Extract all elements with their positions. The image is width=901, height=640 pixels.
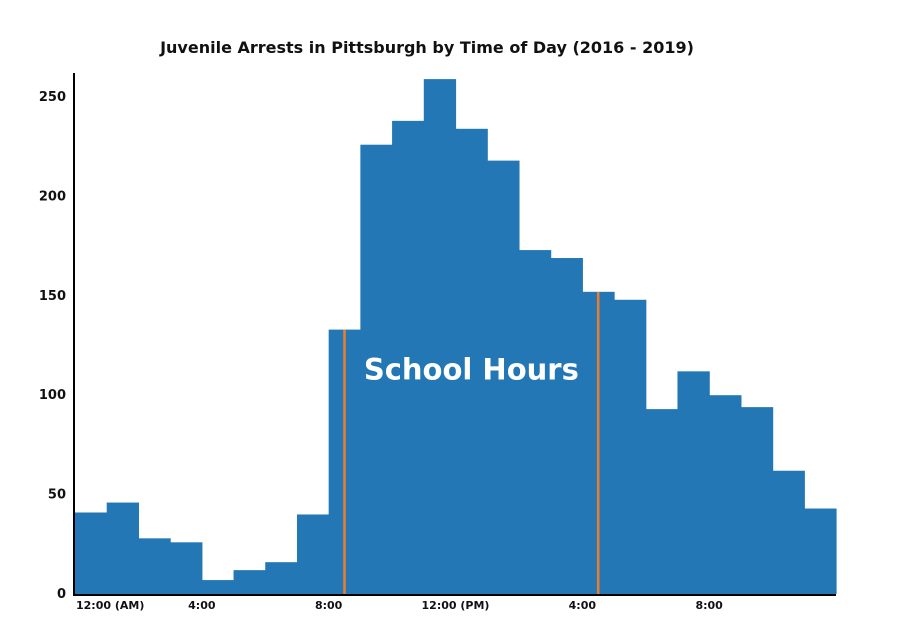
bar-hour-3 — [170, 542, 203, 594]
chart-title: Juvenile Arrests in Pittsburgh by Time o… — [159, 38, 694, 57]
y-tick-200: 200 — [39, 189, 66, 204]
bar-hour-21 — [740, 407, 774, 594]
bar-hour-12 — [455, 128, 488, 594]
x-tick-labels: 12:00 (AM) 4:00 8:00 12:00 (PM) 4:00 8:00 — [76, 599, 723, 612]
bars-group — [75, 79, 837, 595]
x-tick-hour-8: 8:00 — [315, 599, 343, 612]
y-tick-250: 250 — [39, 90, 66, 105]
bar-hour-23 — [804, 508, 837, 594]
bar-hour-15 — [550, 258, 583, 594]
bar-hour-6 — [265, 562, 298, 594]
bar-hour-2 — [138, 538, 171, 594]
bar-hour-19 — [677, 371, 710, 594]
bar-hour-17 — [614, 299, 647, 594]
y-tick-150: 150 — [39, 289, 66, 304]
bar-hour-1 — [106, 502, 140, 594]
bar-hour-14 — [518, 250, 552, 594]
y-tick-labels: 0 50 100 150 200 250 — [39, 90, 66, 602]
x-tick-hour-4: 4:00 — [188, 599, 216, 612]
bar-hour-7 — [296, 514, 330, 594]
bar-hour-13 — [487, 160, 520, 594]
bar-hour-10 — [392, 120, 425, 595]
school-hours-markers — [343, 291, 600, 594]
x-tick-hour-0: 12:00 (AM) — [76, 599, 144, 612]
bar-hour-0 — [75, 512, 108, 594]
bar-hour-18 — [645, 409, 679, 594]
x-tick-hour-12: 12:00 (PM) — [422, 599, 490, 612]
x-tick-hour-16: 4:00 — [569, 599, 597, 612]
y-tick-100: 100 — [39, 388, 66, 403]
bar-hour-4 — [201, 580, 235, 594]
bar-hour-11 — [423, 79, 457, 595]
school-hours-annotation: School Hours — [364, 352, 579, 386]
bar-hour-9 — [360, 144, 393, 594]
x-tick-hour-20: 8:00 — [695, 599, 723, 612]
y-tick-0: 0 — [57, 587, 66, 602]
y-tick-50: 50 — [48, 488, 66, 503]
bar-hour-20 — [709, 395, 742, 594]
bar-hour-5 — [233, 570, 266, 594]
bar-hour-22 — [772, 470, 805, 594]
